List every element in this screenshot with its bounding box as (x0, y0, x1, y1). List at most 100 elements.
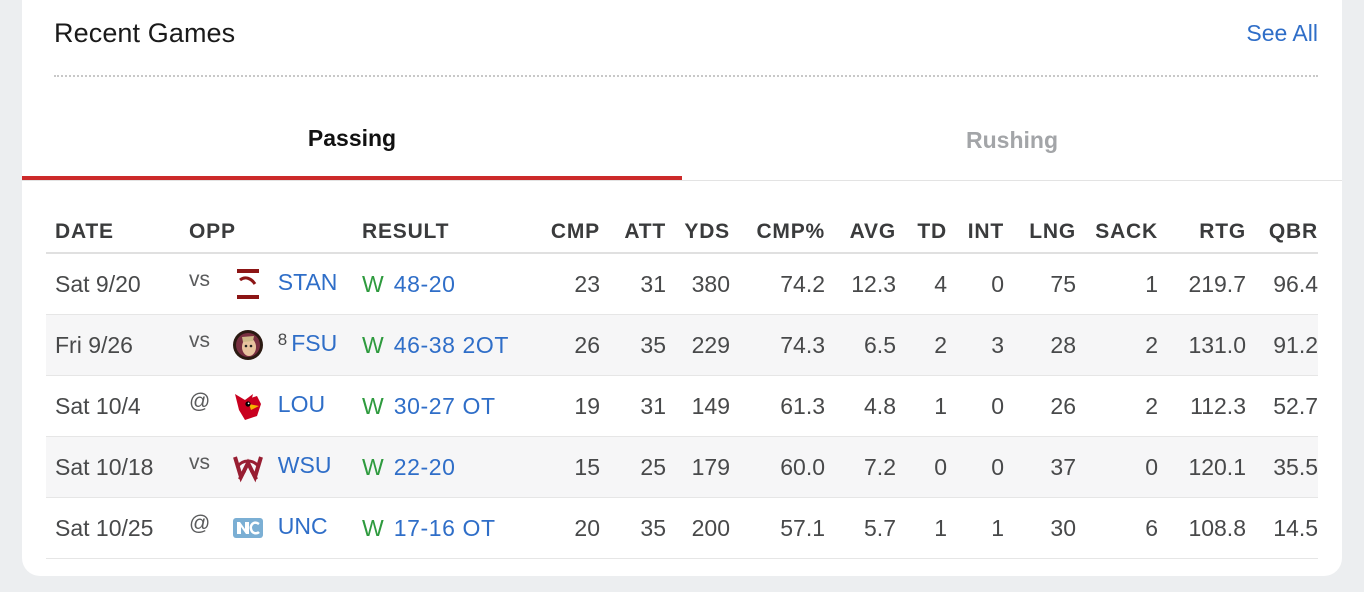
avg-cell: 6.5 (825, 314, 896, 376)
td-cell: 1 (896, 497, 947, 559)
col-rtg[interactable]: RTG (1158, 212, 1246, 254)
avg-cell: 12.3 (825, 253, 896, 315)
col-opp[interactable]: OPP (180, 212, 353, 254)
section-title: Recent Games (54, 18, 236, 48)
td-cell: 1 (896, 375, 947, 437)
stat-tabs: Passing Rushing (22, 100, 1342, 181)
table-row: Sat 10/25 @ UNC W 17-16 OT 20 (46, 497, 1318, 559)
cmp-cell: 23 (531, 253, 600, 315)
score-link[interactable]: 46-38 2OT (393, 331, 510, 358)
date-cell: Sat 10/18 (46, 436, 180, 498)
sack-cell: 1 (1076, 253, 1158, 315)
result-cell: W 22-20 (353, 436, 531, 498)
result-cell: W 30-27 OT (353, 375, 531, 437)
win-loss: W (362, 331, 384, 358)
yds-cell: 149 (666, 375, 730, 437)
sack-cell: 6 (1076, 497, 1158, 559)
cmp-cell: 15 (531, 436, 600, 498)
avg-cell: 7.2 (825, 436, 896, 498)
table-row: Sat 10/18 vs WSU W 22-20 15 (46, 436, 1318, 498)
lng-cell: 26 (1004, 375, 1076, 437)
opp-cell: @ UNC (180, 497, 353, 559)
rtg-cell: 219.7 (1158, 253, 1246, 315)
col-lng[interactable]: LNG (1004, 212, 1076, 254)
att-cell: 31 (600, 253, 666, 315)
cmp-pct-cell: 57.1 (730, 497, 825, 559)
result-cell: W 48-20 (353, 253, 531, 315)
score-link[interactable]: 22-20 (393, 453, 456, 480)
florida-state-logo-icon[interactable] (231, 327, 265, 363)
tab-rushing[interactable]: Rushing (966, 127, 1058, 153)
date-cell: Sat 9/20 (46, 253, 180, 315)
col-avg[interactable]: AVG (825, 212, 896, 254)
opponent-link[interactable]: LOU (277, 391, 326, 418)
col-sack[interactable]: SACK (1076, 212, 1158, 254)
table-row: Fri 9/26 vs 8 FSU (46, 314, 1318, 376)
td-cell: 0 (896, 436, 947, 498)
see-all-link[interactable]: See All (1246, 20, 1318, 46)
att-cell: 25 (600, 436, 666, 498)
location-indicator: @ (189, 512, 211, 536)
cmp-cell: 20 (531, 497, 600, 559)
score-link[interactable]: 17-16 OT (393, 514, 496, 541)
date-cell: Fri 9/26 (46, 314, 180, 376)
sack-cell: 2 (1076, 314, 1158, 376)
sack-cell: 2 (1076, 375, 1158, 437)
win-loss: W (362, 270, 384, 297)
int-cell: 0 (947, 436, 1004, 498)
card-header: Recent Games See All (54, 18, 1318, 58)
rtg-cell: 112.3 (1158, 375, 1246, 437)
win-loss: W (362, 514, 384, 541)
col-cmp-pct[interactable]: CMP% (730, 212, 825, 254)
result-cell: W 46-38 2OT (353, 314, 531, 376)
int-cell: 3 (947, 314, 1004, 376)
opponent-link[interactable]: STAN (277, 269, 338, 296)
opponent-link[interactable]: WSU (277, 452, 332, 479)
tab-passing[interactable]: Passing (22, 100, 682, 180)
opp-cell: @ LOU (180, 375, 353, 437)
recent-games-card: Recent Games See All Passing Rushing DAT… (22, 0, 1342, 576)
location-indicator: @ (189, 390, 211, 414)
north-carolina-logo-icon[interactable] (231, 510, 265, 546)
col-date[interactable]: DATE (46, 212, 180, 254)
col-yds[interactable]: YDS (666, 212, 730, 254)
qbr-cell: 91.2 (1246, 314, 1318, 376)
opp-cell: vs WSU (180, 436, 353, 498)
win-loss: W (362, 453, 384, 480)
table-row: Sat 10/4 @ LOU W 30-2 (46, 375, 1318, 437)
cmp-pct-cell: 74.3 (730, 314, 825, 376)
yds-cell: 380 (666, 253, 730, 315)
yds-cell: 200 (666, 497, 730, 559)
stanford-logo-icon[interactable] (231, 266, 265, 302)
louisville-logo-icon[interactable] (231, 388, 265, 424)
score-link[interactable]: 30-27 OT (393, 392, 496, 419)
col-qbr[interactable]: QBR (1246, 212, 1318, 254)
col-result[interactable]: RESULT (353, 212, 531, 254)
col-td[interactable]: TD (896, 212, 947, 254)
location-indicator: vs (189, 268, 210, 292)
yds-cell: 179 (666, 436, 730, 498)
cmp-pct-cell: 60.0 (730, 436, 825, 498)
att-cell: 35 (600, 314, 666, 376)
table-header-row: DATE OPP RESULT CMP ATT YDS CMP% AVG TD … (46, 212, 1318, 254)
cmp-pct-cell: 74.2 (730, 253, 825, 315)
opp-cell: vs 8 FSU (180, 314, 353, 376)
att-cell: 31 (600, 375, 666, 437)
qbr-cell: 96.4 (1246, 253, 1318, 315)
lng-cell: 75 (1004, 253, 1076, 315)
opponent-rank: 8 (277, 330, 288, 350)
washington-state-logo-icon[interactable] (231, 449, 265, 485)
recent-games-table: DATE OPP RESULT CMP ATT YDS CMP% AVG TD … (46, 212, 1318, 559)
opponent-link[interactable]: FSU (291, 330, 338, 357)
score-link[interactable]: 48-20 (393, 270, 456, 297)
cmp-cell: 19 (531, 375, 600, 437)
col-int[interactable]: INT (947, 212, 1004, 254)
lng-cell: 30 (1004, 497, 1076, 559)
opponent-link[interactable]: UNC (277, 513, 328, 540)
col-cmp[interactable]: CMP (531, 212, 600, 254)
col-att[interactable]: ATT (600, 212, 666, 254)
td-cell: 2 (896, 314, 947, 376)
att-cell: 35 (600, 497, 666, 559)
qbr-cell: 35.5 (1246, 436, 1318, 498)
qbr-cell: 14.5 (1246, 497, 1318, 559)
